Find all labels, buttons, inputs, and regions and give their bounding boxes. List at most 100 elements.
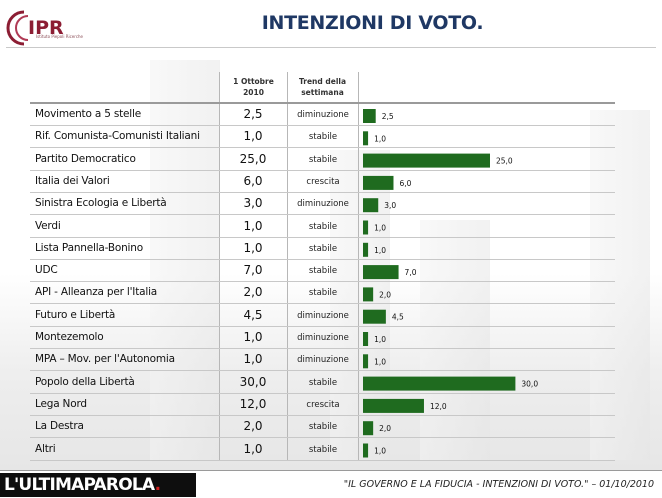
bar	[363, 443, 369, 458]
row-divider	[30, 191, 615, 193]
vote-value: 1,0	[243, 352, 263, 367]
table-row: Montezemolo 1,0 diminuzione	[30, 327, 615, 349]
vote-value: 1,0	[243, 129, 263, 144]
row-divider	[30, 169, 615, 171]
vote-value: 2,5	[243, 107, 263, 121]
vote-value: 1,0	[243, 441, 263, 456]
bar-value-label: 1,0	[374, 335, 386, 344]
weekly-trend: stabile	[308, 444, 338, 455]
party-name: Verdi	[35, 219, 61, 232]
vote-value: 1,0	[243, 240, 263, 255]
bar	[363, 376, 516, 391]
row-divider	[30, 125, 615, 126]
weekly-trend: stabile	[308, 377, 338, 388]
bar-value-label: 4,5	[392, 313, 404, 322]
party-name: Futuro e Libertà	[35, 308, 116, 321]
weekly-trend: stabile	[308, 132, 338, 143]
ipr-logo: IPR	[6, 6, 88, 50]
vote-value: 25,0	[239, 151, 267, 166]
table-row: Rif. Comunista-Comunisti Italiani 1,0 stab…	[30, 126, 615, 149]
logo-text: IPR	[28, 17, 64, 39]
row-divider	[30, 303, 615, 305]
background-column	[420, 220, 490, 460]
weekly-trend: crescita	[306, 399, 340, 410]
party-name: UDC	[35, 264, 58, 277]
date-header-line1: 1 Ottobre	[233, 77, 274, 86]
vote-value: 6,0	[243, 173, 263, 188]
weekly-trend: diminuzione	[297, 199, 349, 210]
column-divider	[287, 72, 288, 460]
table-row: Partito Democratico 25,0 stabile	[30, 149, 615, 171]
row-divider	[30, 459, 615, 461]
weekly-trend: stabile	[308, 221, 338, 232]
row-divider	[30, 147, 615, 149]
header-rule	[30, 102, 615, 104]
bar	[363, 131, 369, 146]
table-row: Lista Pannella-Bonino 1,0 stabile	[30, 238, 615, 260]
bar-value-label: 1,0	[374, 224, 386, 233]
bar-value-label: 1,0	[374, 134, 386, 143]
vote-value: 1,0	[243, 218, 263, 233]
bar-value-label: 2,0	[379, 424, 391, 433]
row-divider	[30, 392, 615, 394]
party-name: Popolo della Libertà	[35, 375, 135, 388]
row-divider	[30, 348, 615, 349]
weekly-trend: stabile	[308, 422, 338, 433]
row-divider	[30, 281, 615, 283]
party-name: Montezemolo	[35, 331, 104, 343]
vote-value: 30,0	[239, 374, 267, 389]
bar-value-label: 1,0	[374, 357, 386, 366]
trend-header-line2: settimana	[301, 88, 344, 97]
vote-value: 3,0	[243, 196, 263, 211]
bar	[363, 198, 379, 213]
weekly-trend: stabile	[308, 266, 338, 277]
vote-value: 2,0	[243, 419, 263, 434]
table-row: La Destra 2,0 stabile	[30, 416, 615, 439]
table-row: Altri 1,0 stabile	[30, 439, 615, 461]
weekly-trend: stabile	[308, 288, 338, 299]
party-name: La Destra	[35, 420, 84, 433]
table-row: Lega Nord 12,0 crescita	[30, 394, 615, 416]
table-row: Italia dei Valori 6,0 crescita	[30, 171, 615, 193]
brand-dot: .	[154, 475, 161, 495]
weekly-trend: diminuzione	[297, 333, 349, 343]
party-name: Movimento a 5 stelle	[35, 108, 141, 120]
bar-value-label: 1,0	[374, 447, 386, 456]
weekly-trend: stabile	[308, 154, 338, 165]
bar	[363, 421, 374, 436]
bar	[363, 309, 386, 324]
bar-value-label: 12,0	[430, 402, 447, 411]
table-row: UDC 7,0 stabile	[30, 260, 615, 283]
logo-subtext: Istituto Piepoli Ricerche	[36, 34, 84, 39]
row-divider	[30, 214, 615, 216]
bar	[363, 175, 394, 190]
weekly-trend: diminuzione	[297, 310, 349, 321]
bar	[363, 153, 490, 168]
table-row: Verdi 1,0 stabile	[30, 216, 615, 238]
brand-text: L'ULTIMAPAROLA	[4, 475, 155, 495]
brand-logo: L'ULTIMAPAROLA.	[0, 473, 196, 497]
table-row: API - Alleanza per l'Italia 2,0 stabile	[30, 282, 615, 305]
bar-value-label: 2,0	[379, 290, 391, 299]
party-name: Lega Nord	[35, 397, 87, 410]
party-name: Rif. Comunista-Comunisti Italiani	[35, 130, 200, 143]
vote-value: 1,0	[243, 330, 263, 344]
bar	[363, 220, 369, 235]
party-name: Partito Democratico	[35, 152, 136, 165]
vote-value: 12,0	[239, 396, 267, 411]
weekly-trend: diminuzione	[297, 355, 349, 366]
bar	[363, 398, 424, 413]
bar-value-label: 7,0	[405, 268, 417, 277]
bar	[363, 265, 399, 280]
bar-chart: 2,5 1,0 25,0 6,0 3,0 1,0 1,0 7,0 2,0 4,5 1,0 1,0 30,…	[363, 109, 538, 458]
bar-value-label: 3,0	[384, 201, 396, 210]
row-divider	[30, 370, 615, 372]
row-divider	[30, 258, 615, 260]
vote-value: 4,5	[243, 307, 263, 322]
trend-column-header: Trend della settimana	[289, 76, 356, 98]
column-divider	[219, 72, 220, 460]
party-name: Altri	[35, 442, 56, 455]
date-header-line2: 2010	[243, 88, 264, 97]
party-name: Lista Pannella-Bonino	[35, 241, 143, 254]
background-column	[590, 110, 650, 460]
